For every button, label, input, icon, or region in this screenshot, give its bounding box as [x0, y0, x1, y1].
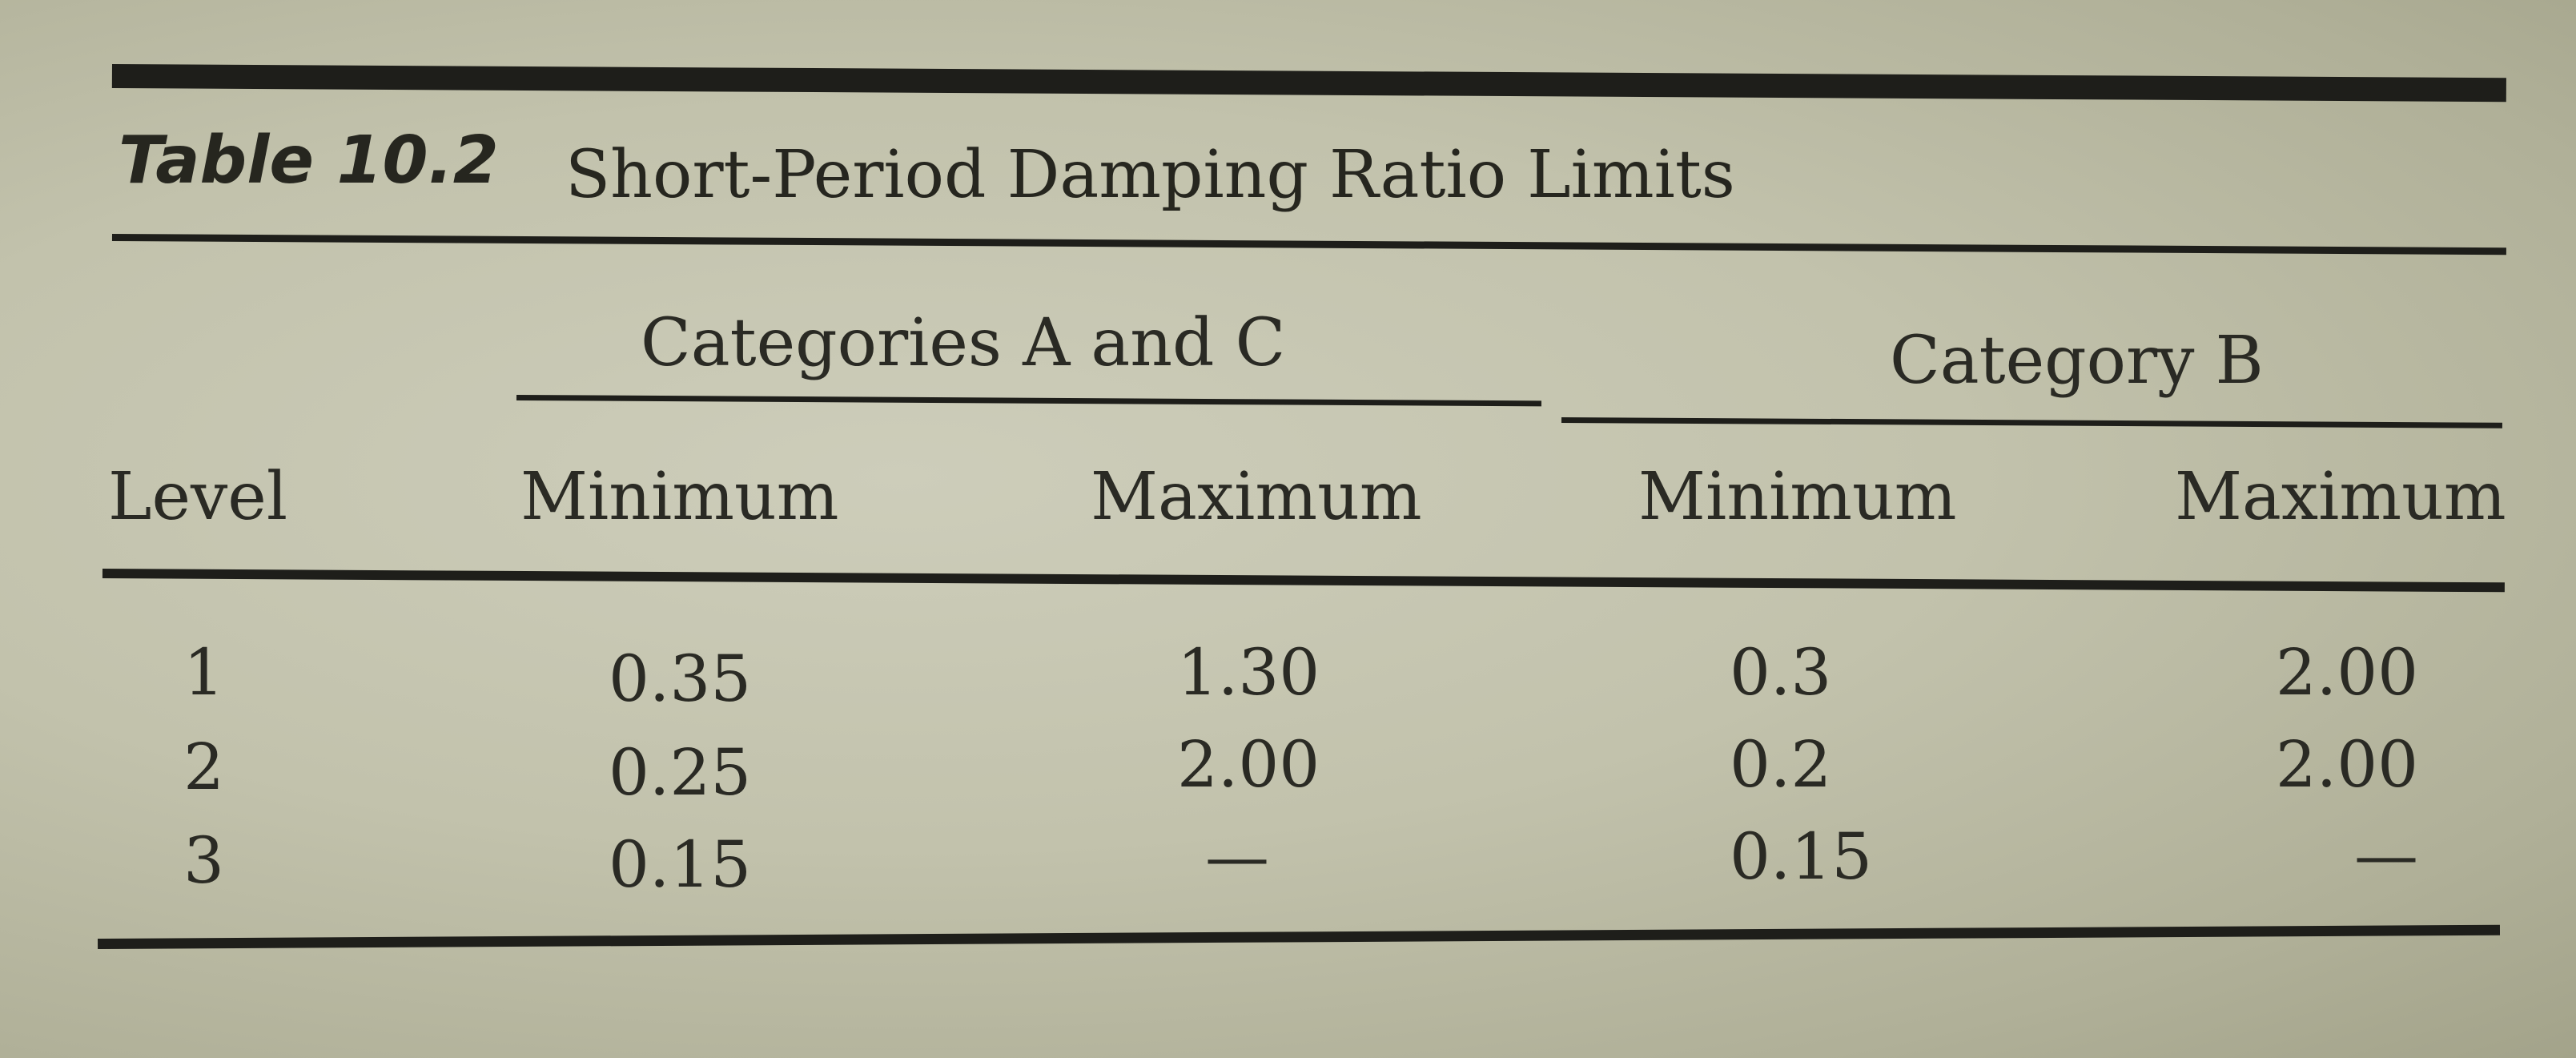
- table-cell-ac-maximum: 1.30: [1177, 635, 1320, 710]
- group-header-categories-a-c: Categories A and C: [641, 305, 1286, 381]
- table-cell-b-minimum: 0.2: [1730, 727, 1832, 802]
- table-cell-ac-minimum: 0.35: [609, 642, 752, 716]
- table-title: Short-Period Damping Ratio Limits: [565, 137, 1735, 213]
- table-cell-b-minimum: 0.3: [1730, 635, 1832, 710]
- group-rule-category-b: [1561, 417, 2502, 428]
- table-cell-ac-minimum: 0.15: [609, 827, 752, 902]
- bottom-thick-rule: [98, 924, 2501, 949]
- column-header-b-maximum: Maximum: [2175, 459, 2506, 535]
- table-cell-b-maximum: 2.00: [2275, 727, 2418, 802]
- table-cell-level: 3: [183, 823, 224, 898]
- table-cell-ac-maximum: 2.00: [1177, 727, 1320, 802]
- header-rule: [102, 569, 2505, 593]
- table-cell-level: 1: [183, 635, 224, 710]
- table-cell-ac-maximum: —: [1205, 819, 1269, 894]
- caption-rule: [111, 234, 2506, 255]
- column-header-ac-maximum: Maximum: [1091, 459, 1422, 535]
- table-cell-b-maximum: 2.00: [2275, 635, 2418, 710]
- table-cell-level: 2: [183, 730, 224, 804]
- column-header-b-minimum: Minimum: [1638, 459, 1957, 535]
- table-cell-b-minimum: 0.15: [1730, 819, 1873, 894]
- column-header-ac-minimum: Minimum: [520, 459, 839, 535]
- table-number: Table 10.2: [119, 123, 499, 199]
- top-thick-rule: [111, 64, 2506, 103]
- table-cell-ac-minimum: 0.25: [609, 735, 752, 810]
- table-cell-b-maximum: —: [2354, 818, 2418, 892]
- group-rule-categories-a-c: [516, 395, 1541, 407]
- column-header-level: Level: [108, 459, 288, 535]
- group-header-category-b: Category B: [1890, 323, 2264, 399]
